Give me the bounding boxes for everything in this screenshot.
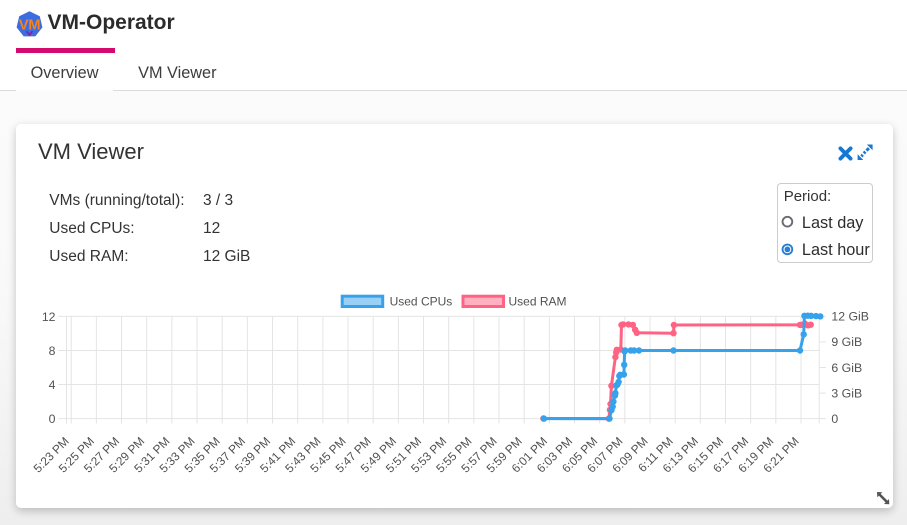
svg-text:VM: VM xyxy=(19,18,40,34)
